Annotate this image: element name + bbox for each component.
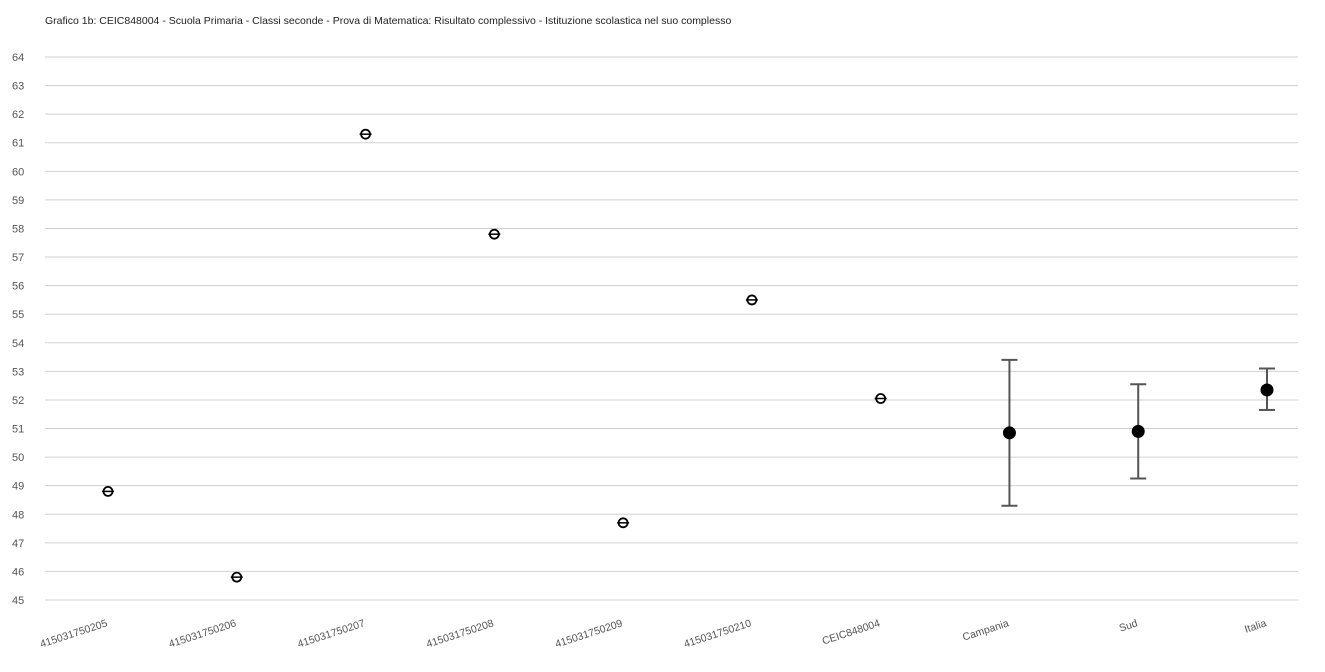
- y-tick-label: 49: [12, 481, 24, 493]
- y-tick-label: 45: [12, 595, 24, 607]
- y-tick-label: 63: [12, 81, 24, 93]
- y-tick-label: 57: [12, 252, 24, 264]
- y-tick-label: 51: [12, 424, 24, 436]
- y-tick-label: 62: [12, 109, 24, 121]
- chart-title: Grafico 1b: CEIC848004 - Scuola Primaria…: [45, 15, 732, 27]
- y-tick-label: 58: [12, 223, 24, 235]
- y-tick-label: 48: [12, 509, 24, 521]
- y-tick-label: 64: [12, 52, 24, 64]
- x-tick-label: 415031750206: [167, 617, 238, 650]
- y-tick-label: 52: [12, 395, 24, 407]
- y-tick-label: 61: [12, 138, 24, 150]
- data-point: [1260, 383, 1274, 397]
- y-tick-label: 53: [12, 366, 24, 378]
- x-tick-label: 415031750205: [39, 617, 110, 650]
- x-tick-label: 415031750210: [682, 617, 753, 650]
- x-tick-label: Sud: [1118, 617, 1140, 634]
- y-tick-label: 56: [12, 281, 24, 293]
- x-tick-label: 415031750208: [425, 617, 496, 650]
- y-tick-label: 60: [12, 166, 24, 178]
- y-tick-label: 50: [12, 452, 24, 464]
- x-tick-label: Italia: [1243, 617, 1268, 635]
- y-tick-label: 55: [12, 309, 24, 321]
- y-tick-label: 47: [12, 538, 24, 550]
- x-tick-label: 415031750207: [296, 617, 367, 650]
- data-point: [1131, 424, 1145, 438]
- x-tick-label: Campania: [961, 617, 1010, 643]
- x-tick-label: 415031750209: [554, 617, 625, 650]
- y-tick-label: 59: [12, 195, 24, 207]
- data-point: [1002, 426, 1016, 440]
- y-tick-label: 54: [12, 338, 24, 350]
- x-tick-label: CEIC848004: [821, 617, 882, 647]
- y-tick-label: 46: [12, 566, 24, 578]
